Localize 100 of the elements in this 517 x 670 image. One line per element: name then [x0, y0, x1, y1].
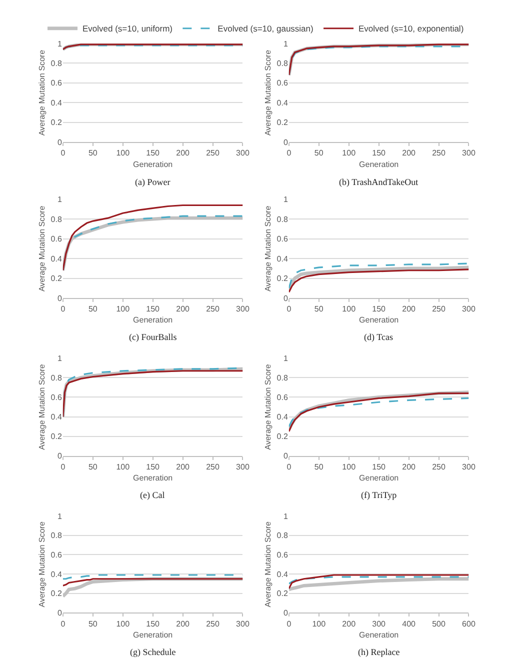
x-tick-label: 400 — [402, 619, 416, 628]
y-tick-label: 0.8 — [50, 214, 62, 224]
legend-label: Evolved (s=10, gaussian) — [218, 24, 314, 34]
y-axis-title: Average Mutation Score — [37, 520, 46, 608]
y-tick-label: 0.4 — [50, 98, 62, 108]
x-tick-label: 300 — [462, 148, 476, 158]
y-tick-label: 1 — [57, 195, 62, 204]
y-tick-label: 1 — [283, 354, 288, 363]
y-tick-label: 0.2 — [50, 432, 62, 442]
x-tick-label: 250 — [206, 619, 220, 628]
x-tick-label: 250 — [206, 148, 220, 158]
x-tick-label: 50 — [88, 304, 98, 314]
x-tick-label: 100 — [116, 304, 130, 314]
y-axis-title: Average Mutation Score — [263, 49, 272, 136]
x-tick-label: 250 — [206, 304, 220, 314]
x-axis-title: Generation — [133, 630, 173, 640]
text: (e) Cal — [140, 490, 166, 500]
x-tick-label: 150 — [146, 148, 160, 158]
y-tick-label: 0.6 — [276, 234, 288, 244]
x-axis-title: Generation — [133, 474, 173, 483]
y-axis-title: Average Mutation Score — [263, 520, 272, 608]
y-tick-label: 0.4 — [276, 254, 288, 264]
x-tick-label: 200 — [342, 619, 356, 628]
y-tick-label: 0 — [283, 294, 288, 303]
x-tick-label: 300 — [236, 462, 250, 472]
x-tick-label: 200 — [402, 148, 416, 158]
y-tick-label: 0.6 — [50, 550, 62, 560]
y-tick-label: 0.4 — [276, 570, 288, 579]
x-tick-label: 300 — [372, 619, 386, 628]
legend-label: Evolved (s=10, uniform) — [82, 24, 173, 34]
y-tick-label: 0 — [57, 138, 62, 147]
y-tick-label: 0.6 — [276, 393, 288, 402]
y-tick-label: 0.8 — [50, 531, 62, 540]
y-tick-label: 0.4 — [50, 412, 62, 422]
x-tick-label: 50 — [88, 148, 98, 158]
y-tick-label: 0.6 — [276, 78, 288, 88]
x-axis-title: Generation — [133, 316, 173, 325]
x-tick-label: 100 — [116, 148, 130, 158]
y-tick-label: 0.2 — [276, 274, 288, 284]
x-tick-label: 150 — [372, 462, 386, 472]
y-tick-label: 0.6 — [50, 78, 62, 88]
y-tick-label: 0.4 — [276, 412, 288, 422]
y-tick-label: 0.6 — [50, 234, 62, 244]
y-tick-label: 1 — [57, 512, 62, 521]
y-tick-label: 0.2 — [276, 432, 288, 442]
y-tick-label: 0.6 — [50, 393, 62, 402]
y-axis-title: Average Mutation Score — [37, 49, 46, 136]
y-tick-label: 0.2 — [276, 589, 288, 598]
x-tick-label: 150 — [146, 304, 160, 314]
y-tick-label: 0.4 — [50, 570, 62, 579]
y-tick-label: 0.2 — [50, 118, 62, 128]
y-tick-label: 0.2 — [50, 274, 62, 284]
x-tick-label: 100 — [312, 619, 326, 628]
x-tick-label: 50 — [314, 148, 324, 158]
y-tick-label: 1 — [57, 39, 62, 48]
legend-label: Evolved (s=10, exponential) — [358, 24, 464, 34]
y-tick-label: 0.8 — [276, 374, 288, 383]
y-tick-label: 1 — [283, 39, 288, 48]
y-tick-label: 0.6 — [276, 550, 288, 560]
y-tick-label: 0.8 — [50, 58, 62, 68]
y-axis-title: Average Mutation Score — [37, 364, 46, 450]
text: (f) TriTyp — [361, 490, 398, 500]
y-tick-label: 0.4 — [276, 98, 288, 108]
x-tick-label: 100 — [116, 619, 130, 628]
text: (a) Power — [135, 177, 170, 187]
text: (b) TrashAndTakeOut — [339, 177, 419, 187]
y-axis-title: Average Mutation Score — [37, 205, 46, 292]
x-tick-label: 50 — [314, 304, 324, 314]
y-tick-label: 0.8 — [50, 374, 62, 383]
y-axis-title: Average Mutation Score — [263, 364, 272, 450]
x-tick-label: 200 — [176, 619, 190, 628]
x-tick-label: 50 — [88, 619, 98, 628]
y-tick-label: 0.8 — [276, 531, 288, 540]
x-tick-label: 50 — [314, 462, 324, 472]
text: (c) FourBalls — [129, 332, 178, 342]
x-tick-label: 200 — [176, 462, 190, 472]
x-tick-label: 100 — [342, 304, 356, 314]
y-tick-label: 0.8 — [276, 58, 288, 68]
x-tick-label: 200 — [402, 462, 416, 472]
x-tick-label: 300 — [462, 462, 476, 472]
text: (h) Replace — [358, 647, 400, 657]
y-tick-label: 1 — [57, 354, 62, 363]
x-axis-title: Generation — [133, 160, 173, 169]
y-tick-label: 0 — [57, 294, 62, 303]
x-tick-label: 600 — [462, 619, 476, 628]
y-tick-label: 0.2 — [276, 118, 288, 128]
text: (g) Schedule — [130, 647, 176, 657]
x-tick-label: 100 — [342, 462, 356, 472]
x-tick-label: 250 — [206, 462, 220, 472]
x-tick-label: 150 — [146, 619, 160, 628]
y-tick-label: 0 — [57, 608, 62, 618]
x-tick-label: 300 — [236, 148, 250, 158]
y-tick-label: 1 — [283, 195, 288, 204]
x-tick-label: 250 — [432, 148, 446, 158]
x-tick-label: 250 — [432, 462, 446, 472]
x-tick-label: 300 — [236, 619, 250, 628]
y-tick-label: 0 — [283, 608, 288, 618]
x-axis-title: Generation — [359, 474, 399, 483]
x-axis-title: Generation — [359, 316, 399, 325]
y-tick-label: 1 — [283, 512, 288, 521]
